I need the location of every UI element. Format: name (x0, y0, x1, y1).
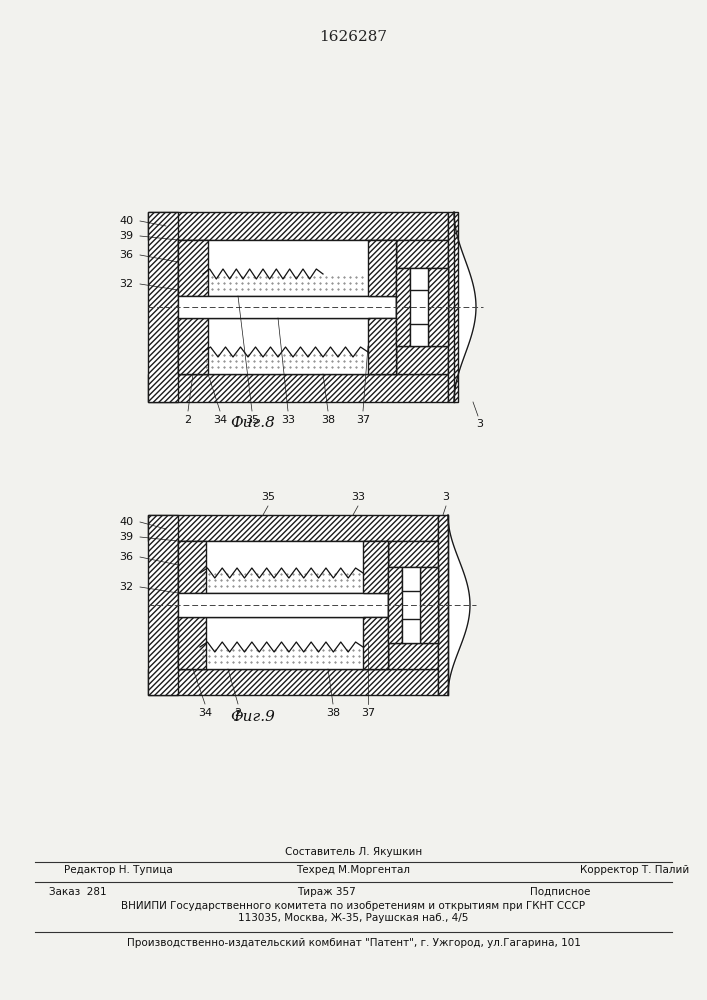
Text: 2: 2 (185, 415, 192, 425)
Text: 1626287: 1626287 (319, 30, 387, 44)
Bar (368, 240, 396, 296)
Text: 32: 32 (119, 582, 133, 592)
Text: ВНИИПИ Государственного комитета по изобретениям и открытиям при ГКНТ СССР: ВНИИПИ Государственного комитета по изоб… (122, 901, 585, 911)
Bar (428, 268, 448, 346)
Text: 34: 34 (198, 708, 212, 718)
Text: 35: 35 (245, 415, 259, 425)
Text: Корректор Т. Палий: Корректор Т. Палий (580, 865, 689, 875)
Text: 36: 36 (119, 552, 133, 562)
Text: 34: 34 (213, 415, 227, 425)
Bar (178, 541, 388, 593)
Bar (178, 240, 396, 296)
Text: 39: 39 (119, 231, 133, 241)
Bar (410, 268, 428, 290)
Text: 40: 40 (119, 216, 133, 226)
Text: Подписное: Подписное (530, 887, 590, 897)
Text: 3: 3 (477, 419, 484, 429)
Text: 39: 39 (119, 532, 133, 542)
Text: Производственно-издательский комбинат "Патент", г. Ужгород, ул.Гагарина, 101: Производственно-издательский комбинат "П… (127, 938, 580, 948)
Text: 40: 40 (119, 517, 133, 527)
Bar (410, 324, 428, 346)
Bar (368, 318, 396, 374)
Bar (148, 515, 438, 541)
Bar (420, 567, 438, 643)
Bar (178, 318, 396, 374)
Bar (448, 212, 458, 402)
Bar (396, 240, 448, 374)
Text: 38: 38 (321, 415, 335, 425)
Text: 113035, Москва, Ж-35, Раушская наб., 4/5: 113035, Москва, Ж-35, Раушская наб., 4/5 (238, 913, 469, 923)
Bar (178, 593, 388, 617)
Bar (396, 268, 410, 346)
Bar (148, 374, 448, 402)
Bar (178, 617, 206, 669)
Text: Техред М.Моргентал: Техред М.Моргентал (296, 865, 411, 875)
Text: 37: 37 (356, 415, 370, 425)
Text: Составитель Л. Якушкин: Составитель Л. Якушкин (285, 847, 422, 857)
Text: 2: 2 (235, 708, 242, 718)
Text: 32: 32 (119, 279, 133, 289)
Bar (363, 541, 388, 593)
Text: Редактор Н. Тупица: Редактор Н. Тупица (64, 865, 173, 875)
Bar (388, 567, 402, 643)
Bar (363, 617, 388, 669)
Bar (402, 567, 420, 591)
Bar (178, 541, 206, 593)
Text: 37: 37 (361, 708, 375, 718)
Text: 33: 33 (281, 415, 295, 425)
Bar (178, 617, 388, 669)
Bar (178, 240, 208, 296)
Bar (178, 296, 396, 318)
Text: Заказ  281: Заказ 281 (49, 887, 107, 897)
Text: 38: 38 (326, 708, 340, 718)
Bar (402, 619, 420, 643)
Text: Фиг.8: Фиг.8 (230, 416, 276, 430)
Bar (148, 669, 438, 695)
Text: 35: 35 (261, 492, 275, 502)
Text: 3: 3 (443, 492, 450, 502)
Bar (148, 515, 178, 695)
Bar (178, 318, 208, 374)
Text: Тираж 357: Тираж 357 (297, 887, 356, 897)
Bar (148, 212, 178, 402)
Bar (388, 541, 438, 669)
Text: 33: 33 (351, 492, 365, 502)
Bar (148, 212, 448, 240)
Text: 36: 36 (119, 250, 133, 260)
Text: Фиг.9: Фиг.9 (230, 710, 276, 724)
Bar (388, 567, 438, 643)
Bar (438, 515, 448, 695)
Bar (396, 268, 448, 346)
